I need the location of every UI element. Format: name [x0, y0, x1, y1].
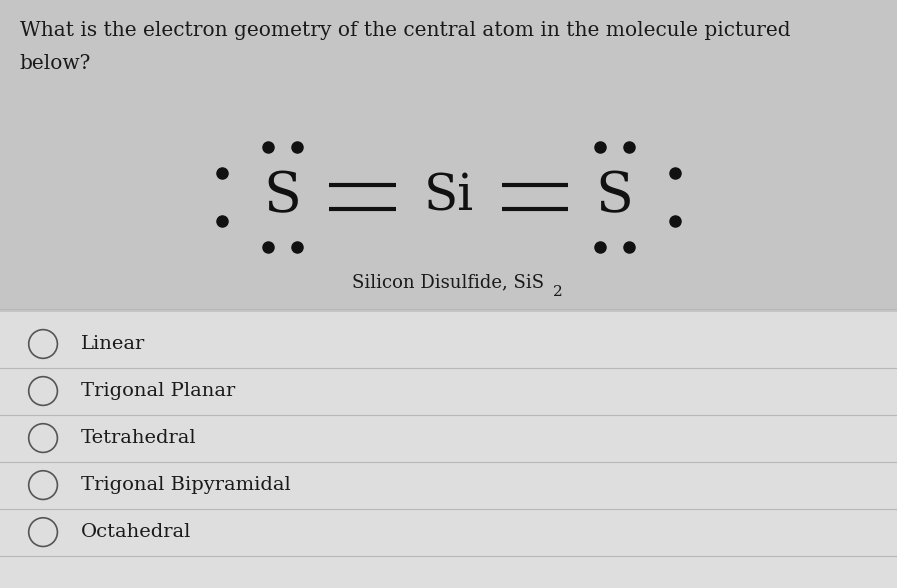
Text: Silicon Disulfide, SiS: Silicon Disulfide, SiS	[353, 273, 544, 291]
Text: Tetrahedral: Tetrahedral	[81, 429, 196, 447]
Text: 2: 2	[553, 285, 562, 299]
Text: Si: Si	[423, 172, 474, 222]
Text: below?: below?	[20, 54, 91, 73]
Bar	[0, 0, 897, 312]
Text: S: S	[264, 169, 301, 225]
Text: Linear: Linear	[81, 335, 145, 353]
Bar	[0, 312, 897, 588]
Text: S: S	[596, 169, 633, 225]
Text: Octahedral: Octahedral	[81, 523, 191, 541]
Text: Trigonal Bipyramidal: Trigonal Bipyramidal	[81, 476, 291, 494]
Text: What is the electron geometry of the central atom in the molecule pictured: What is the electron geometry of the cen…	[20, 21, 790, 39]
Text: Trigonal Planar: Trigonal Planar	[81, 382, 235, 400]
